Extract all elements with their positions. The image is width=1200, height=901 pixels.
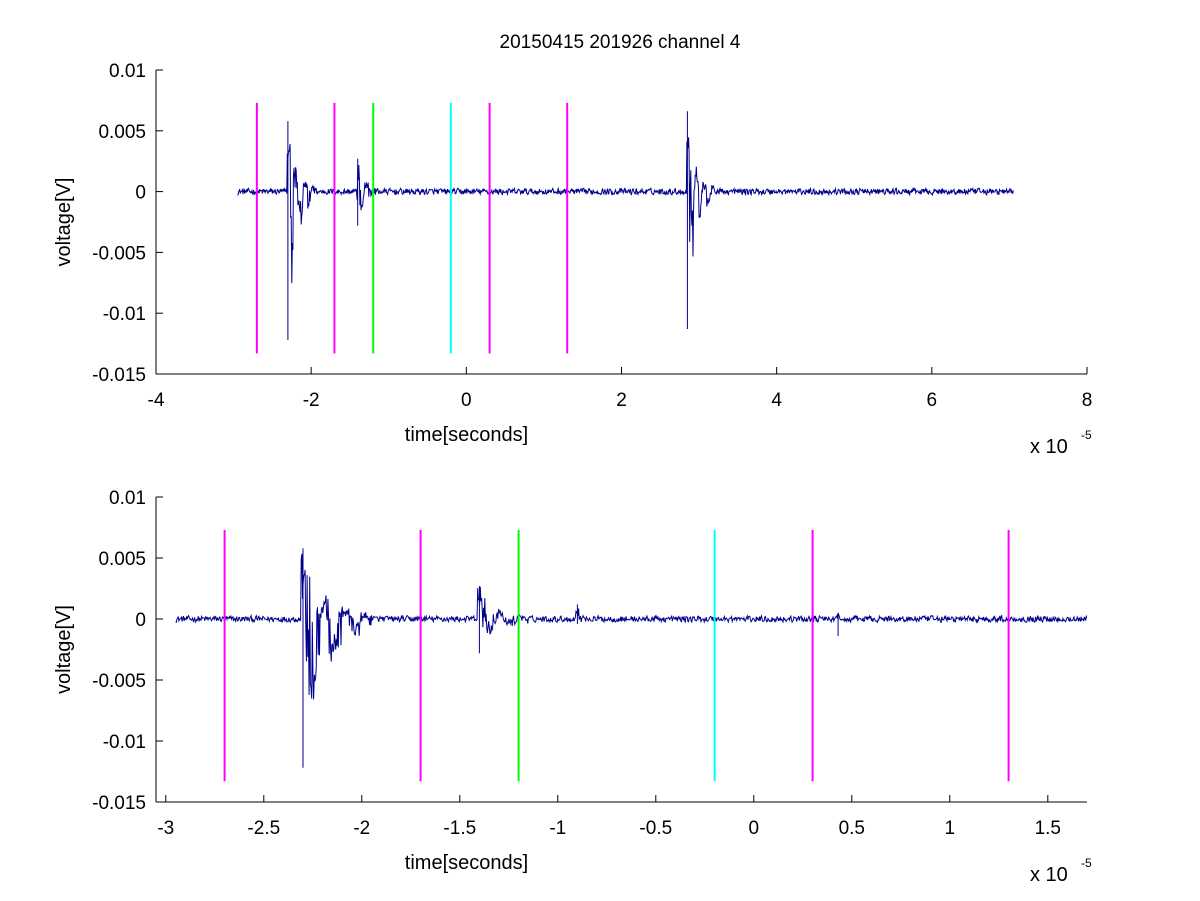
top-plot: -0.015 -0.01 -0.005 0 0.005 0.01 -4 -2 0 2 4 6 8 time… xyxy=(53,61,1092,458)
x-tick-label: 6 xyxy=(927,390,938,411)
signal-series xyxy=(237,111,1014,340)
y-tick-label: 0.01 xyxy=(109,488,146,509)
x-tick-label: 1.5 xyxy=(1035,818,1061,839)
x-tick-label: 0.5 xyxy=(839,818,865,839)
x-axis-label: time[seconds] xyxy=(405,852,528,874)
x-tick-label: 1 xyxy=(945,818,956,839)
x-exponent-power: -5 xyxy=(1081,856,1092,870)
chart-title: 20150415 201926 channel 4 xyxy=(500,32,741,53)
x-tick-label: -2 xyxy=(353,818,370,839)
y-tick-label: -0.015 xyxy=(92,365,146,386)
y-tick-label: -0.015 xyxy=(92,793,146,814)
y-tick-label: -0.005 xyxy=(92,243,146,264)
x-tick-label: -1.5 xyxy=(443,818,476,839)
y-tick-label: 0 xyxy=(135,610,146,631)
y-tick-label: 0 xyxy=(135,183,146,204)
y-axis-label: voltage[V] xyxy=(53,605,75,694)
y-tick-label: -0.01 xyxy=(103,732,146,753)
bottom-plot: -0.015 -0.01 -0.005 0 0.005 0.01 -3 -2.5 -2 -1.5 -… xyxy=(53,488,1092,886)
x-tick-label: -2.5 xyxy=(247,818,280,839)
x-tick-label: 2 xyxy=(616,390,627,411)
signal-series xyxy=(175,548,1087,768)
x-tick-label: 4 xyxy=(771,390,782,411)
x-tick-label: -1 xyxy=(549,818,566,839)
y-tick-label: 0.01 xyxy=(109,61,146,82)
x-tick-label: -2 xyxy=(303,390,320,411)
x-exponent-power: -5 xyxy=(1081,428,1092,442)
y-tick-label: -0.005 xyxy=(92,671,146,692)
y-axis-label: voltage[V] xyxy=(53,178,75,267)
x-exponent-label: x 10 xyxy=(1030,864,1068,886)
x-exponent-label: x 10 xyxy=(1030,436,1068,458)
x-tick-label: -4 xyxy=(148,390,165,411)
y-tick-label: 0.005 xyxy=(98,122,146,143)
x-tick-label: 0 xyxy=(749,818,760,839)
x-tick-label: 0 xyxy=(461,390,472,411)
y-tick-label: -0.01 xyxy=(103,304,146,325)
x-tick-label: -0.5 xyxy=(639,818,672,839)
x-tick-label: -3 xyxy=(157,818,174,839)
x-tick-label: 8 xyxy=(1082,390,1093,411)
y-tick-label: 0.005 xyxy=(98,549,146,570)
x-axis-label: time[seconds] xyxy=(405,424,528,446)
